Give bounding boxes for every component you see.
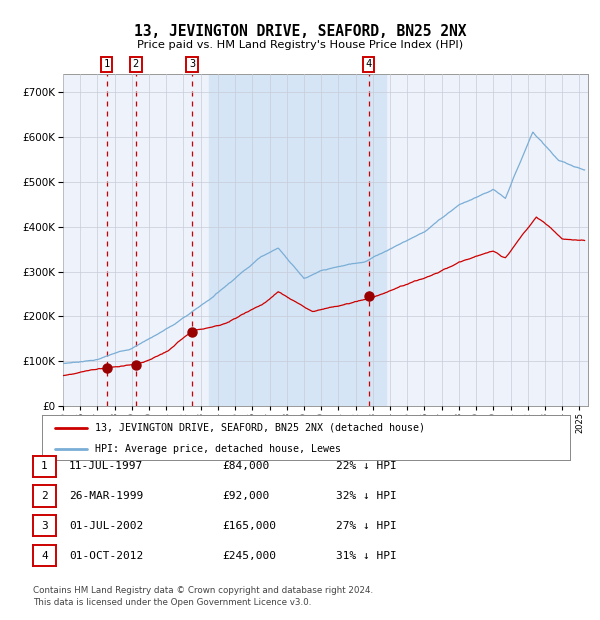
Text: £92,000: £92,000 [222,491,269,501]
Text: 26-MAR-1999: 26-MAR-1999 [69,491,143,501]
Text: £84,000: £84,000 [222,461,269,471]
Text: £165,000: £165,000 [222,521,276,531]
Text: 01-OCT-2012: 01-OCT-2012 [69,551,143,560]
Text: 3: 3 [189,60,195,69]
Text: 11-JUL-1997: 11-JUL-1997 [69,461,143,471]
Text: 22% ↓ HPI: 22% ↓ HPI [336,461,397,471]
Text: 4: 4 [365,60,371,69]
Text: £245,000: £245,000 [222,551,276,560]
Text: 32% ↓ HPI: 32% ↓ HPI [336,491,397,501]
Bar [209,74,386,406]
Text: 13, JEVINGTON DRIVE, SEAFORD, BN25 2NX (detached house): 13, JEVINGTON DRIVE, SEAFORD, BN25 2NX (… [95,423,425,433]
Text: 1: 1 [41,461,48,471]
Text: 4: 4 [41,551,48,560]
Text: HPI: Average price, detached house, Lewes: HPI: Average price, detached house, Lewe… [95,444,341,454]
Text: Price paid vs. HM Land Registry's House Price Index (HPI): Price paid vs. HM Land Registry's House … [137,40,463,50]
Text: 3: 3 [41,521,48,531]
Text: Contains HM Land Registry data © Crown copyright and database right 2024.
This d: Contains HM Land Registry data © Crown c… [33,586,373,607]
Text: 27% ↓ HPI: 27% ↓ HPI [336,521,397,531]
Text: 13, JEVINGTON DRIVE, SEAFORD, BN25 2NX: 13, JEVINGTON DRIVE, SEAFORD, BN25 2NX [134,24,466,38]
Text: 2: 2 [41,491,48,501]
Text: 01-JUL-2002: 01-JUL-2002 [69,521,143,531]
Text: 2: 2 [133,60,139,69]
Text: 31% ↓ HPI: 31% ↓ HPI [336,551,397,560]
Text: 1: 1 [103,60,110,69]
